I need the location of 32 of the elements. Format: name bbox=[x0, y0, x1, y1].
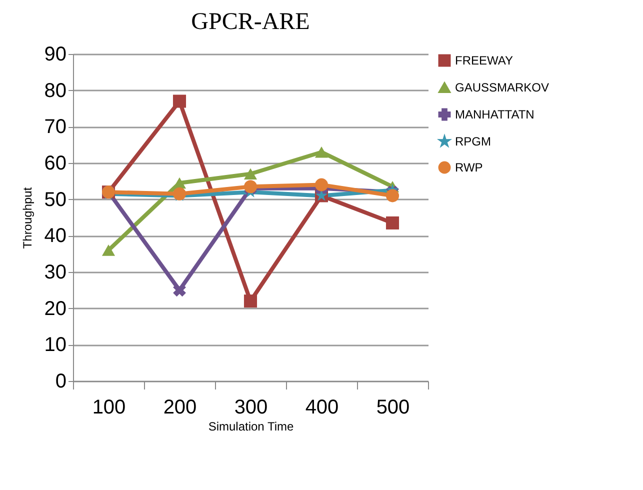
point bbox=[314, 146, 328, 158]
legend-label: RWP bbox=[455, 160, 483, 174]
y-axis-title: Throughput bbox=[20, 186, 34, 249]
point bbox=[386, 189, 400, 202]
legend-label: GAUSSMARKOV bbox=[455, 80, 550, 94]
y-tick-label: 30 bbox=[44, 262, 66, 284]
point bbox=[102, 244, 116, 256]
point bbox=[314, 178, 328, 192]
y-tick-label: 50 bbox=[44, 188, 66, 211]
y-tick-label: 60 bbox=[44, 152, 66, 174]
x-tick-label: 100 bbox=[92, 396, 126, 418]
x-axis-title: Simulation Time bbox=[208, 420, 294, 434]
y-tick-label: 40 bbox=[44, 225, 66, 248]
y-tick-label: 10 bbox=[44, 334, 66, 356]
point bbox=[386, 216, 400, 230]
y-tick-label: 80 bbox=[44, 80, 66, 102]
point bbox=[244, 168, 258, 180]
y-tick-label: 20 bbox=[44, 298, 66, 320]
x-tick-label: 200 bbox=[163, 396, 197, 418]
point bbox=[172, 94, 186, 108]
point bbox=[244, 294, 258, 308]
x-tick-label: 500 bbox=[376, 396, 410, 418]
chart-title: GPCR-ARE bbox=[191, 9, 310, 35]
legend-label: FREEWAY bbox=[455, 54, 514, 68]
x-tick-label: 400 bbox=[305, 396, 339, 418]
x-tick-label: 300 bbox=[234, 396, 268, 418]
legend-label: MANHATTATN bbox=[455, 108, 534, 122]
point bbox=[173, 284, 186, 297]
y-tick-label: 90 bbox=[44, 44, 66, 66]
y-tick-label: 0 bbox=[55, 370, 66, 392]
legend-label: RPGM bbox=[455, 134, 492, 148]
y-tick-label: 70 bbox=[44, 116, 66, 138]
